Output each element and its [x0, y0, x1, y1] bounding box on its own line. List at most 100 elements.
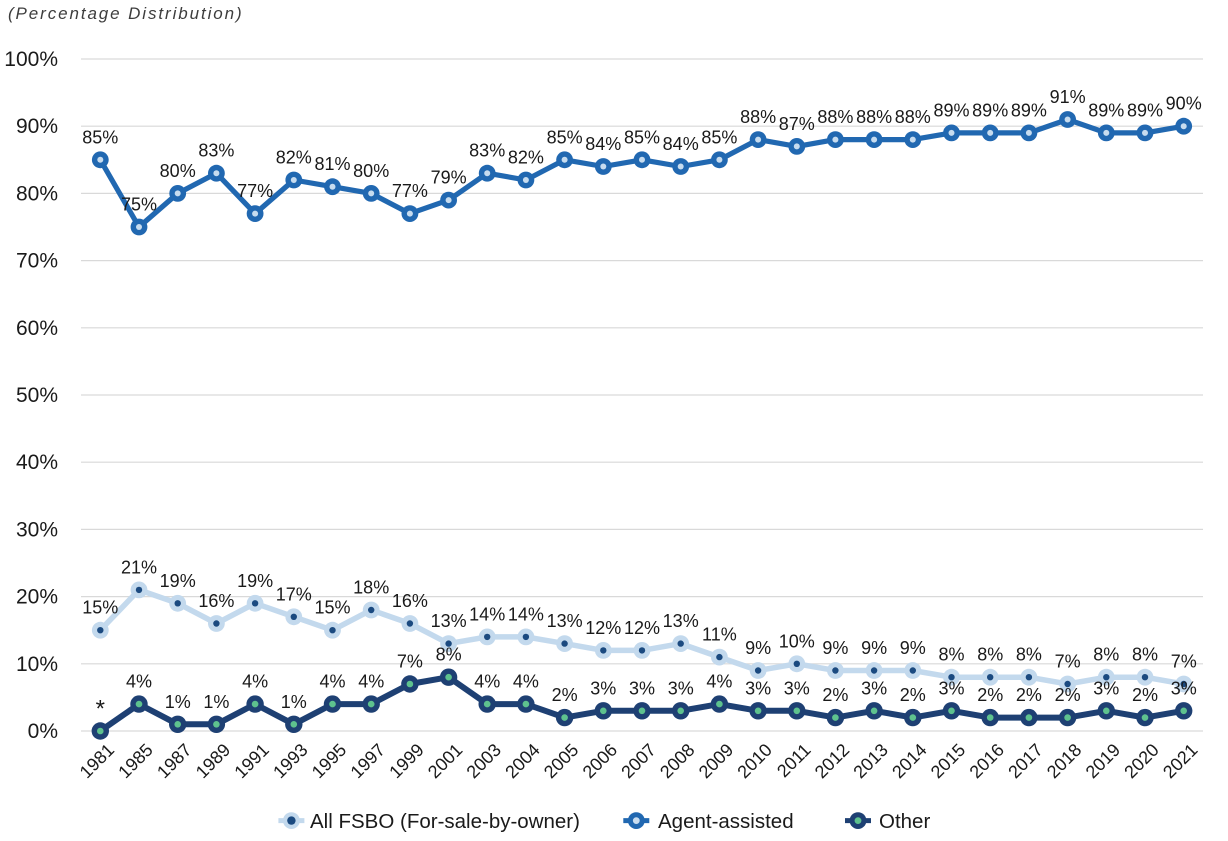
svg-text:2%: 2% [1055, 685, 1081, 705]
svg-text:90%: 90% [1166, 94, 1202, 114]
svg-text:13%: 13% [547, 611, 583, 631]
svg-text:83%: 83% [198, 141, 234, 161]
svg-text:17%: 17% [276, 584, 312, 604]
svg-text:7%: 7% [397, 652, 423, 672]
svg-text:85%: 85% [624, 127, 660, 147]
svg-text:83%: 83% [469, 141, 505, 161]
svg-text:89%: 89% [1127, 100, 1163, 120]
svg-text:89%: 89% [972, 100, 1008, 120]
svg-text:3%: 3% [861, 678, 887, 698]
svg-text:10%: 10% [779, 631, 815, 651]
svg-text:50%: 50% [16, 384, 58, 407]
svg-text:1%: 1% [203, 692, 229, 712]
svg-text:100%: 100% [4, 48, 58, 71]
svg-text:Other: Other [879, 810, 930, 833]
svg-text:*: * [96, 696, 105, 723]
svg-text:77%: 77% [237, 181, 273, 201]
svg-text:20%: 20% [16, 586, 58, 609]
svg-text:9%: 9% [900, 638, 926, 658]
svg-text:16%: 16% [198, 591, 234, 611]
svg-text:18%: 18% [353, 578, 389, 598]
svg-text:85%: 85% [82, 127, 118, 147]
svg-text:13%: 13% [431, 611, 467, 631]
svg-text:2%: 2% [1132, 685, 1158, 705]
svg-text:(Percentage Distribution): (Percentage Distribution) [8, 4, 244, 23]
svg-text:8%: 8% [977, 645, 1003, 665]
svg-text:16%: 16% [392, 591, 428, 611]
svg-text:80%: 80% [16, 182, 58, 205]
svg-text:12%: 12% [585, 618, 621, 638]
svg-text:3%: 3% [784, 678, 810, 698]
svg-text:19%: 19% [160, 571, 196, 591]
svg-text:75%: 75% [121, 195, 157, 215]
svg-text:3%: 3% [629, 678, 655, 698]
svg-text:3%: 3% [668, 678, 694, 698]
svg-text:89%: 89% [1011, 100, 1047, 120]
svg-text:81%: 81% [314, 154, 350, 174]
svg-text:13%: 13% [663, 611, 699, 631]
svg-text:3%: 3% [1093, 678, 1119, 698]
svg-text:19%: 19% [237, 571, 273, 591]
svg-text:9%: 9% [745, 638, 771, 658]
svg-text:85%: 85% [701, 127, 737, 147]
svg-text:40%: 40% [16, 451, 58, 474]
svg-text:8%: 8% [1093, 645, 1119, 665]
svg-text:12%: 12% [624, 618, 660, 638]
svg-text:8%: 8% [938, 645, 964, 665]
svg-text:2%: 2% [1016, 685, 1042, 705]
svg-text:82%: 82% [508, 148, 544, 168]
svg-text:11%: 11% [702, 625, 737, 645]
svg-text:14%: 14% [469, 604, 505, 624]
svg-text:10%: 10% [16, 653, 58, 676]
svg-text:80%: 80% [353, 161, 389, 181]
svg-text:4%: 4% [319, 672, 345, 692]
svg-text:0%: 0% [28, 720, 58, 743]
svg-text:14%: 14% [508, 604, 544, 624]
svg-text:3%: 3% [745, 678, 771, 698]
svg-text:3%: 3% [590, 678, 616, 698]
svg-text:4%: 4% [358, 672, 384, 692]
svg-text:85%: 85% [547, 127, 583, 147]
svg-text:77%: 77% [392, 181, 428, 201]
svg-text:88%: 88% [856, 107, 892, 127]
svg-text:9%: 9% [822, 638, 848, 658]
svg-text:1%: 1% [281, 692, 307, 712]
svg-text:3%: 3% [1171, 678, 1197, 698]
svg-text:9%: 9% [861, 638, 887, 658]
svg-text:88%: 88% [895, 107, 931, 127]
svg-text:89%: 89% [1088, 100, 1124, 120]
svg-text:8%: 8% [1016, 645, 1042, 665]
svg-text:7%: 7% [1171, 652, 1197, 672]
svg-text:82%: 82% [276, 148, 312, 168]
svg-text:3%: 3% [938, 678, 964, 698]
svg-text:79%: 79% [431, 168, 467, 188]
svg-text:87%: 87% [779, 114, 815, 134]
svg-text:88%: 88% [817, 107, 853, 127]
svg-text:1%: 1% [165, 692, 191, 712]
svg-text:2%: 2% [977, 685, 1003, 705]
svg-text:4%: 4% [242, 672, 268, 692]
svg-text:84%: 84% [585, 134, 621, 154]
svg-text:15%: 15% [314, 598, 350, 618]
svg-text:4%: 4% [513, 672, 539, 692]
svg-text:89%: 89% [933, 100, 969, 120]
svg-text:60%: 60% [16, 317, 58, 340]
svg-text:2%: 2% [900, 685, 926, 705]
svg-text:21%: 21% [121, 557, 157, 577]
svg-text:91%: 91% [1050, 87, 1086, 107]
svg-text:8%: 8% [1132, 645, 1158, 665]
svg-text:80%: 80% [160, 161, 196, 181]
svg-text:15%: 15% [82, 598, 118, 618]
svg-text:All FSBO (For-sale-by-owner): All FSBO (For-sale-by-owner) [310, 810, 580, 833]
svg-text:8%: 8% [436, 645, 462, 665]
svg-text:Agent-assisted: Agent-assisted [658, 810, 794, 833]
svg-text:90%: 90% [16, 115, 58, 138]
svg-text:2%: 2% [822, 685, 848, 705]
svg-text:4%: 4% [706, 672, 732, 692]
svg-text:2%: 2% [552, 685, 578, 705]
svg-text:84%: 84% [663, 134, 699, 154]
svg-text:7%: 7% [1055, 652, 1081, 672]
svg-text:4%: 4% [126, 672, 152, 692]
svg-text:4%: 4% [474, 672, 500, 692]
svg-text:88%: 88% [740, 107, 776, 127]
